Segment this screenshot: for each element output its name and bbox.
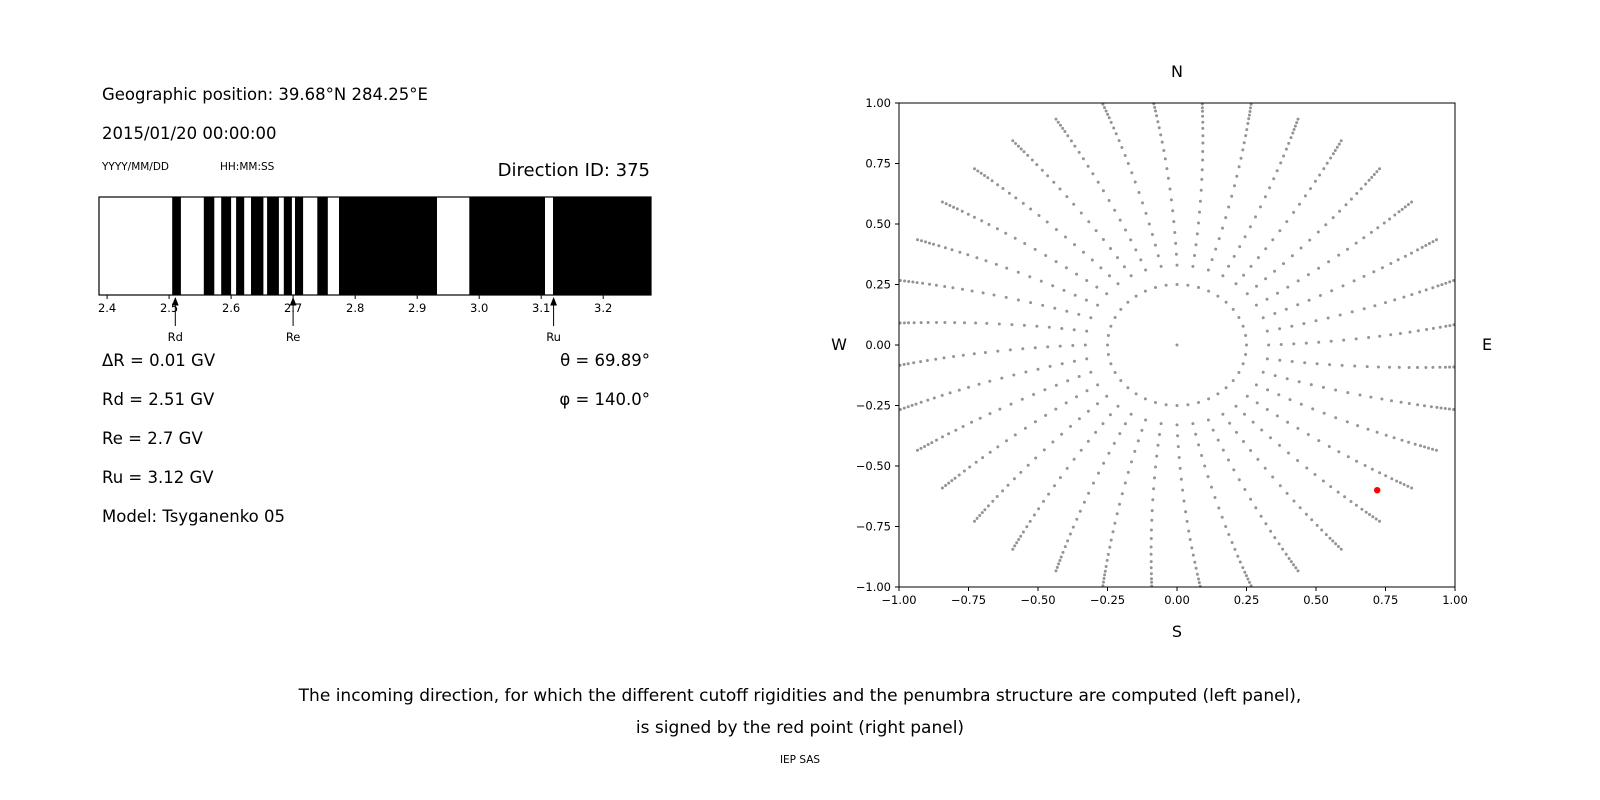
direction-dots xyxy=(898,102,1456,588)
caption-line2: is signed by the red point (right panel) xyxy=(635,718,965,738)
svg-text:0.00: 0.00 xyxy=(865,338,891,352)
svg-text:−1.00: −1.00 xyxy=(856,580,891,594)
svg-text:3.0: 3.0 xyxy=(470,301,488,315)
compass-east-label: E xyxy=(1482,335,1492,354)
svg-text:−0.50: −0.50 xyxy=(856,459,891,473)
svg-text:0.50: 0.50 xyxy=(865,217,891,231)
model-label: Model: Tsyganenko 05 xyxy=(102,507,286,526)
directions-x-ticks: −1.00 −0.75 −0.50 −0.25 0.00 0.25 0.50 0.75 1.00 xyxy=(881,587,1468,607)
datetime-label: 2015/01/20 00:00:00 xyxy=(102,124,277,143)
svg-text:2.9: 2.9 xyxy=(408,301,426,315)
svg-text:Rd: Rd xyxy=(168,330,183,344)
figure-caption: The incoming direction, for which the di… xyxy=(0,680,1600,744)
svg-text:0.25: 0.25 xyxy=(865,278,891,292)
svg-text:0.00: 0.00 xyxy=(1164,593,1190,607)
svg-text:2.4: 2.4 xyxy=(98,301,116,315)
caption-line1: The incoming direction, for which the di… xyxy=(298,686,1302,706)
compass-north-label: N xyxy=(1171,62,1183,81)
penumbra-bands xyxy=(172,197,651,295)
svg-text:−0.50: −0.50 xyxy=(1020,593,1055,607)
svg-text:−0.25: −0.25 xyxy=(856,399,891,413)
penumbra-markers: Rd Re Ru xyxy=(168,297,561,344)
svg-text:Ru: Ru xyxy=(546,330,561,344)
svg-text:−0.75: −0.75 xyxy=(951,593,986,607)
compass-west-label: W xyxy=(831,335,847,354)
directions-y-ticks: 1.00 0.75 0.50 0.25 0.00 −0.25 −0.50 −0.75 −1.00 xyxy=(856,96,899,594)
svg-text:2.6: 2.6 xyxy=(222,301,240,315)
penumbra-chart: 2.4 2.5 2.6 2.7 2.8 2.9 3.0 3.1 3.2Rd Re Ru xyxy=(98,196,652,344)
delta-r-value: ΔR = 0.01 GV xyxy=(102,351,216,370)
svg-text:0.75: 0.75 xyxy=(865,157,891,171)
credit-label: IEP SAS xyxy=(779,754,821,766)
svg-text:−1.00: −1.00 xyxy=(881,593,916,607)
ru-value: Ru = 3.12 GV xyxy=(102,468,214,487)
direction-scatter-chart: −1.00 −0.75 −0.50 −0.25 0.00 0.25 0.50 0.75 1.00… xyxy=(831,62,1492,641)
svg-text:0.75: 0.75 xyxy=(1373,593,1399,607)
red-point xyxy=(1374,487,1381,494)
re-value: Re = 2.7 GV xyxy=(102,429,203,448)
time-format-hint: HH:MM:SS xyxy=(220,161,275,173)
svg-text:2.8: 2.8 xyxy=(346,301,364,315)
svg-text:−0.75: −0.75 xyxy=(856,520,891,534)
svg-text:−0.25: −0.25 xyxy=(1090,593,1125,607)
penumbra-frame xyxy=(98,196,652,296)
svg-text:1.00: 1.00 xyxy=(1442,593,1468,607)
date-format-hint: YYYY/MM/DD xyxy=(102,161,170,173)
svg-text:3.1: 3.1 xyxy=(532,301,550,315)
phi-value: φ = 140.0° xyxy=(559,390,650,409)
geographic-position-label: Geographic position: 39.68°N 284.25°E xyxy=(102,85,428,104)
svg-text:1.00: 1.00 xyxy=(865,96,891,110)
svg-text:Re: Re xyxy=(286,330,301,344)
svg-text:0.50: 0.50 xyxy=(1303,593,1329,607)
svg-text:0.25: 0.25 xyxy=(1234,593,1260,607)
rd-value: Rd = 2.51 GV xyxy=(102,390,215,409)
compass-south-label: S xyxy=(1172,622,1182,641)
direction-id-label: Direction ID: 375 xyxy=(497,160,650,181)
svg-text:3.2: 3.2 xyxy=(594,301,612,315)
theta-value: θ = 69.89° xyxy=(560,351,650,370)
